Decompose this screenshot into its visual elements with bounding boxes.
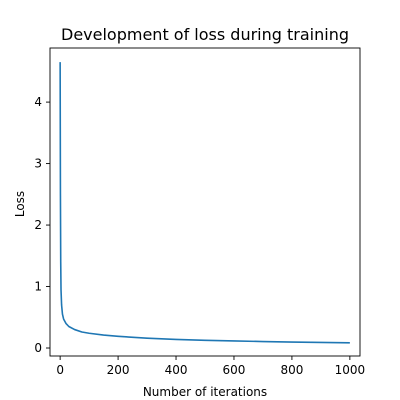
plot-frame [49,47,361,357]
x-tick-label: 200 [107,363,130,377]
x-tick-label: 800 [280,363,303,377]
y-tick-label: 2 [34,218,42,232]
x-tick-label: 400 [165,363,188,377]
loss-series-line [59,62,350,344]
y-tick-label: 1 [34,280,42,294]
chart-title: Development of loss during training [61,25,349,44]
y-axis-label: Loss [13,191,27,217]
x-axis-label: Number of iterations [143,385,267,399]
y-tick-label: 3 [34,157,42,171]
x-tick-label: 1000 [335,363,366,377]
x-tick-label: 0 [56,363,64,377]
y-tick-label: 4 [34,95,42,109]
y-tick-label: 0 [34,341,42,355]
x-tick-label: 600 [223,363,246,377]
plot-area: 0 200 400 600 800 1000 0 1 2 3 4 [34,47,366,377]
